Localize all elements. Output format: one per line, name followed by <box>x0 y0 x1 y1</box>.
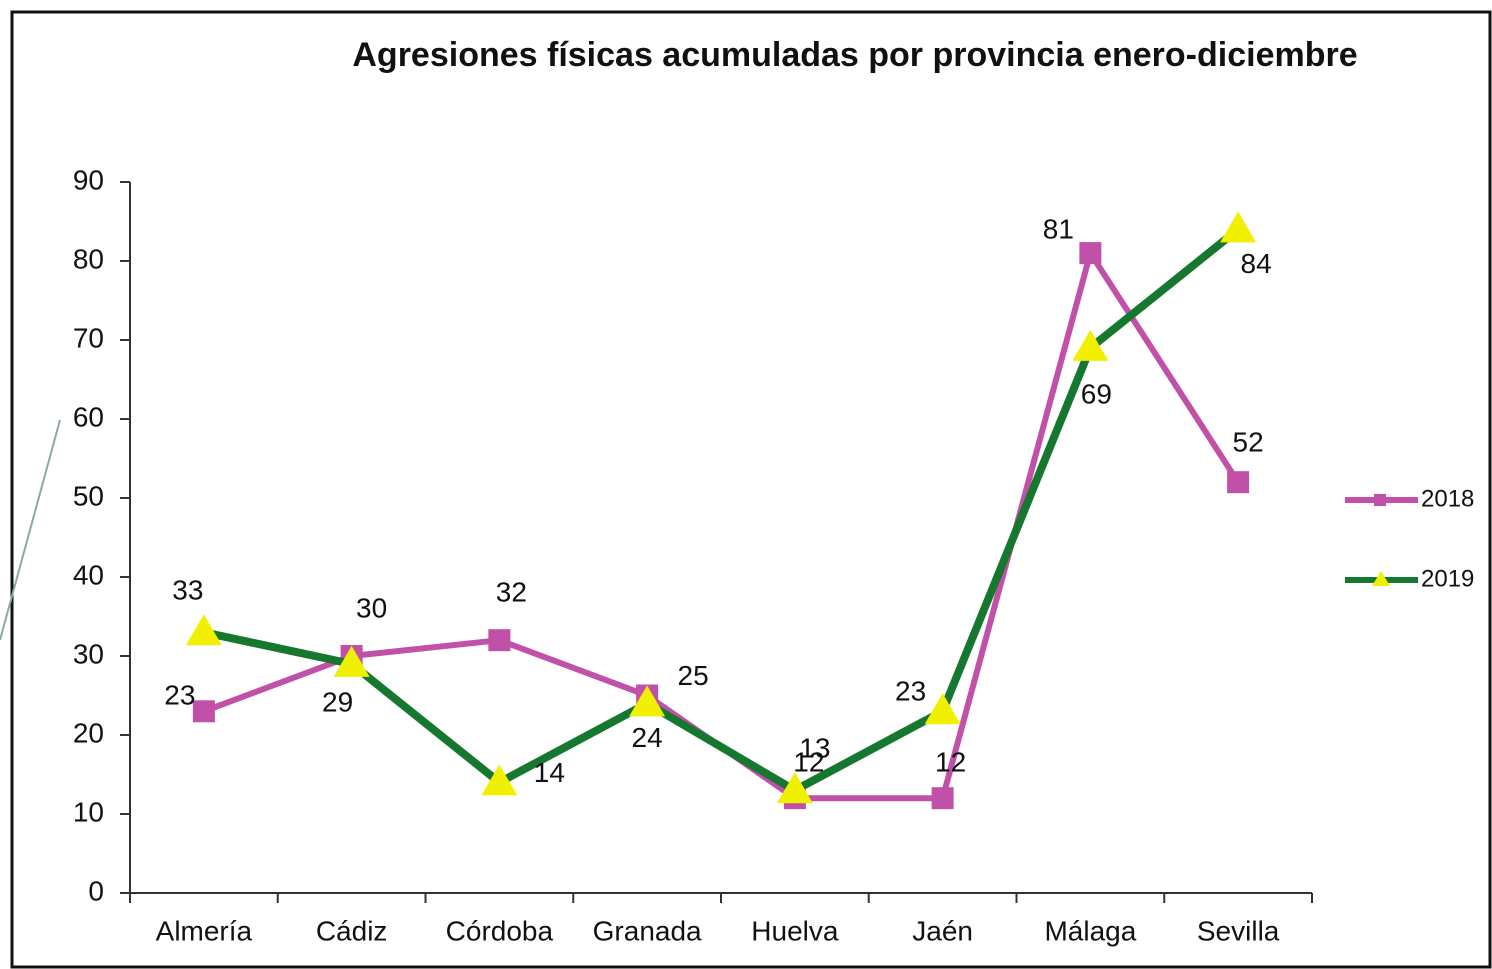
marker <box>333 645 370 677</box>
data-label: 14 <box>534 757 565 788</box>
data-label: 23 <box>164 680 195 711</box>
legend-marker <box>1374 494 1386 506</box>
x-tick-label: Huelva <box>751 915 839 946</box>
marker <box>629 685 666 717</box>
x-tick-label: Almería <box>156 915 253 946</box>
data-label: 23 <box>895 676 926 707</box>
marker <box>1072 329 1109 361</box>
y-tick-label: 80 <box>73 243 104 274</box>
marker <box>185 614 222 646</box>
x-tick-label: Córdoba <box>446 915 554 946</box>
data-label: 84 <box>1241 248 1272 279</box>
frame <box>10 10 1492 969</box>
marker <box>1220 211 1257 243</box>
marker <box>924 693 961 725</box>
marker <box>1079 242 1102 265</box>
data-label: 12 <box>935 747 966 778</box>
series-line <box>203 226 1241 795</box>
y-tick-label: 30 <box>73 638 104 669</box>
decoration <box>0 419 61 641</box>
x-tick-label: Sevilla <box>1197 915 1280 946</box>
y-tick-label: 0 <box>88 875 104 906</box>
marker <box>192 700 215 723</box>
data-label: 32 <box>496 577 527 608</box>
y-tick-label: 10 <box>73 796 104 827</box>
legend-label: 2018 <box>1421 485 1474 512</box>
y-tick-label: 70 <box>73 322 104 353</box>
x-tick-label: Cádiz <box>316 915 388 946</box>
data-label: 30 <box>356 592 387 623</box>
data-label: 12 <box>793 747 824 778</box>
data-label: 52 <box>1233 427 1264 458</box>
legend-label: 2019 <box>1421 565 1474 592</box>
y-tick-label: 50 <box>73 480 104 511</box>
x-tick-label: Jaén <box>912 915 973 946</box>
data-label: 69 <box>1081 378 1112 409</box>
data-label: 13 <box>799 733 830 764</box>
data-label: 24 <box>632 722 663 753</box>
legend-marker <box>1372 571 1390 586</box>
marker <box>481 764 518 796</box>
marker <box>931 787 954 810</box>
y-tick-label: 60 <box>73 401 104 432</box>
y-tick-label: 20 <box>73 717 104 748</box>
chart-title: Agresiones físicas acumuladas por provin… <box>352 36 1357 74</box>
data-label: 29 <box>322 686 353 717</box>
data-label: 81 <box>1043 213 1074 244</box>
x-tick-label: Málaga <box>1044 915 1136 946</box>
data-label: 33 <box>172 575 203 606</box>
marker <box>1227 471 1250 494</box>
x-tick-label: Granada <box>593 915 702 946</box>
y-tick-label: 90 <box>73 164 104 195</box>
marker <box>776 772 813 804</box>
y-tick-label: 40 <box>73 559 104 590</box>
data-label: 25 <box>678 660 709 691</box>
marker <box>488 629 511 652</box>
